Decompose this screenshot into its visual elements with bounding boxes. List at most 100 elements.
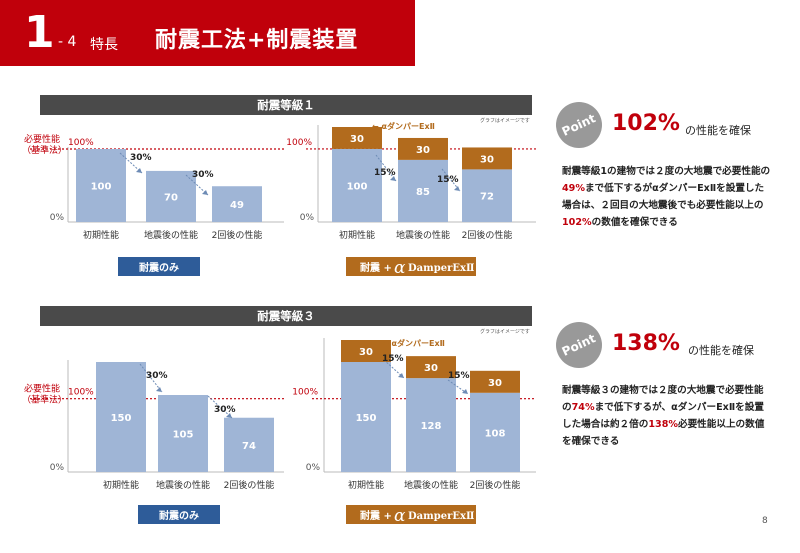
bar-orange	[462, 147, 512, 170]
bar-value: 70	[164, 192, 178, 203]
category-label: 初期性能	[339, 229, 375, 241]
highlight-text: 138%	[648, 419, 678, 430]
drop-arrow	[207, 395, 233, 419]
point1-caption: の性能を確保	[685, 124, 751, 137]
chart-grade1-damper: 0% 100% 100 30 85 30 72 30 15% 15% 初期性能 地震後の性能 2回後の性…	[286, 121, 536, 278]
drop-arrowhead	[202, 190, 208, 195]
bar-blue	[341, 362, 391, 472]
bar-blue	[146, 170, 196, 222]
drop-arrowhead	[398, 373, 404, 378]
drop-label: 15%	[448, 371, 470, 381]
section-subnumber: - 4	[58, 34, 77, 50]
bar-value: 150	[356, 413, 377, 424]
required-label: 必要性能	[24, 383, 60, 395]
drop-arrowhead	[454, 186, 460, 191]
label-100pct: 100%	[286, 138, 312, 148]
point-badge-1: Point	[556, 102, 602, 148]
bar-damper-value: 30	[480, 154, 494, 165]
section2-band: 耐震等級３	[40, 306, 532, 326]
bar-damper-value: 30	[416, 145, 430, 156]
bar-value: 49	[230, 200, 244, 211]
highlight-text: 74%	[571, 402, 595, 413]
bar-value: 108	[485, 428, 506, 439]
bar-value: 72	[480, 192, 494, 203]
category-label: 地震後の性能	[404, 479, 458, 491]
bar-blue	[224, 417, 274, 472]
bar-damper-value: 30	[488, 378, 502, 389]
bar-blue	[470, 392, 520, 472]
bar-blue	[76, 149, 126, 222]
category-label: 2回後の性能	[470, 479, 521, 491]
highlight-text: 102%	[562, 217, 592, 228]
section2-note: グラフはイメージです	[480, 329, 530, 335]
section-category: 特長	[90, 37, 118, 53]
drop-label: 30%	[192, 170, 214, 180]
bar-blue	[158, 395, 208, 472]
point1-description: 耐震等級1の建物では２度の大地震で必要性能の 49%まで低下するがαダンパーExⅡ…	[562, 163, 772, 231]
drop-arrow	[441, 168, 461, 192]
point1-value: 102%	[612, 111, 680, 136]
bar-value: 85	[416, 187, 430, 198]
desc-text: まで低下するが、αダンパーExⅡを設置した場合は約２倍の	[562, 402, 764, 430]
drop-arrow	[185, 174, 209, 196]
label-100pct: 100%	[68, 388, 94, 398]
badge-prefix: 耐震 +	[360, 261, 392, 274]
bar-value: 128	[421, 421, 442, 432]
chart-grade3-damper: 0% 100% 150 30 128 30 108 30 15% 15% 初期性能 地震後の性能 2回後…	[292, 338, 536, 526]
required-label-sub: （基準法）	[22, 144, 67, 156]
chart-grade1-only: 0% 100% 必要性能（基準法） 100 70 49 30% 30% 初期性能 地震後の性能 2回…	[22, 133, 284, 276]
drop-arrow	[375, 154, 397, 182]
drop-label: 30%	[146, 371, 168, 381]
desc-text: 必要性能以上の数値を確保できる	[562, 419, 765, 447]
required-label-sub: （基準法）	[22, 394, 67, 406]
drop-label: 15%	[382, 354, 404, 364]
desc-text: の数値を確保できる	[591, 217, 678, 228]
category-label: 地震後の性能	[396, 229, 450, 241]
damper-arrow-label: ← αダンパーExⅡ	[372, 121, 435, 131]
bar-orange	[398, 137, 448, 160]
bar-value: 105	[173, 430, 194, 441]
category-label: 初期性能	[103, 479, 139, 491]
drop-label: 30%	[130, 153, 152, 163]
only-badge	[138, 505, 220, 524]
drop-arrow	[447, 379, 469, 395]
bar-value: 74	[242, 441, 256, 452]
bar-damper-value: 30	[350, 134, 364, 145]
bar-blue	[462, 169, 512, 222]
point2-caption: の性能を確保	[688, 344, 754, 357]
damper-badge	[346, 257, 476, 276]
damper-arrow-label: ← αダンパーExⅡ	[382, 338, 445, 348]
only-badge-label: 耐震のみ	[139, 261, 179, 274]
label-100pct: 100%	[68, 138, 94, 148]
bar-orange	[470, 370, 520, 393]
category-label: 地震後の性能	[144, 229, 198, 241]
only-badge-label: 耐震のみ	[159, 509, 199, 522]
y-tick-zero: 0%	[306, 463, 321, 473]
drop-arrowhead	[462, 389, 468, 394]
point2-value: 138%	[612, 331, 680, 356]
bar-orange	[341, 340, 391, 362]
bar-damper-value: 30	[424, 363, 438, 374]
drop-label: 15%	[437, 175, 459, 185]
bar-value: 150	[111, 413, 132, 424]
badge-prefix: 耐震 +	[360, 509, 392, 522]
bar-blue	[332, 148, 382, 222]
badge-brand: DamperExⅡ	[408, 263, 474, 274]
point-badge-2: Point	[556, 322, 602, 368]
y-tick-zero: 0%	[300, 213, 315, 223]
y-tick-zero: 0%	[50, 213, 65, 223]
page-number: 8	[762, 516, 768, 526]
point2-description: 耐震等級３の建物では２度の大地震で必要性能の74%まで低下するが、αダンパーEx…	[562, 382, 772, 450]
bar-orange	[332, 127, 382, 149]
bar-blue	[398, 159, 448, 222]
desc-text: 耐震等級1の建物では２度の大地震で必要性能の	[562, 166, 771, 177]
chart-grade3-only: 0% 100% 必要性能（基準法） 150 105 74 30% 30% 初期性能 地震後の性能 2…	[22, 360, 284, 524]
section1-note: グラフはイメージです	[480, 118, 530, 124]
category-label: 2回後の性能	[212, 229, 263, 241]
category-label: 初期性能	[83, 229, 119, 241]
bar-orange	[406, 356, 456, 379]
label-100pct: 100%	[292, 388, 318, 398]
section-number: 1	[24, 7, 55, 58]
bar-damper-value: 30	[359, 347, 373, 358]
category-label: 地震後の性能	[156, 479, 210, 491]
